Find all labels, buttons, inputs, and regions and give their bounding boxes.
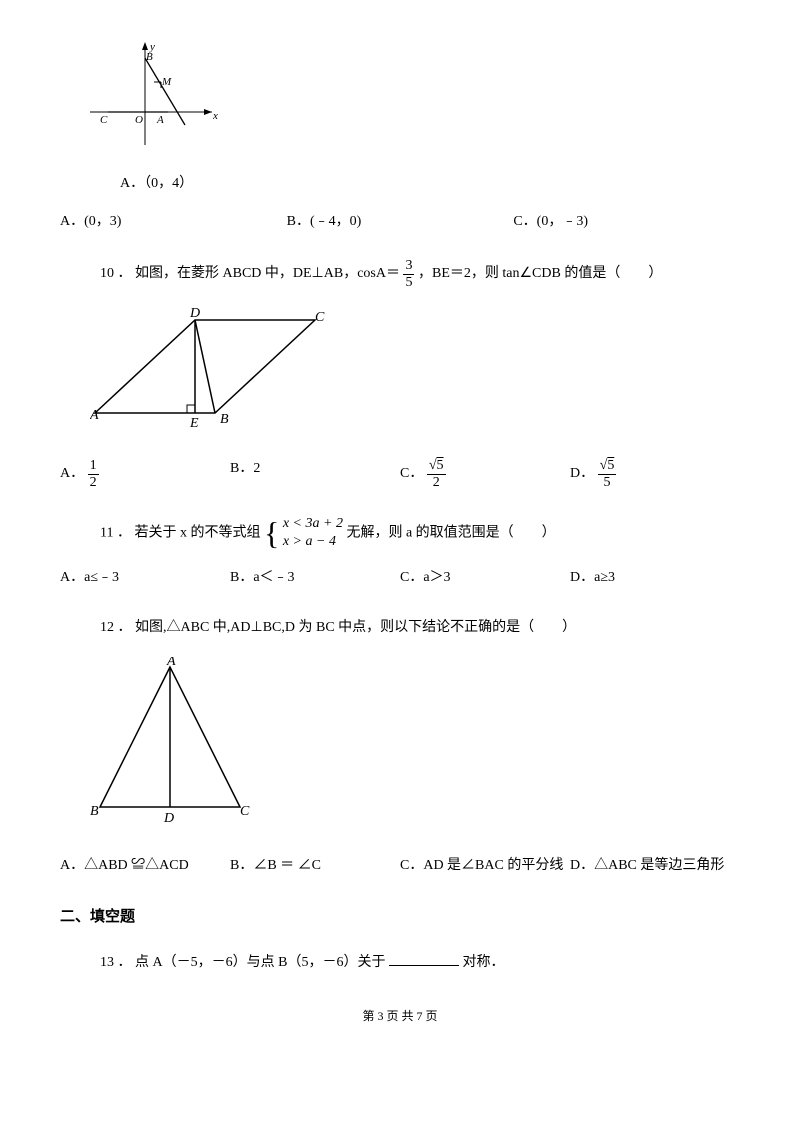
q13-after: 对称． [462,955,504,970]
q13-before: 点 A（－5，－6）与点 B（5，－6）关于 [135,955,385,970]
svg-text:B: B [90,804,99,819]
svg-text:B: B [220,412,229,427]
svg-text:D: D [189,306,200,321]
q10-choice-c: C． √5 2 [400,458,570,490]
q11-choice-a: A．a≤﹣3 [60,567,230,589]
q11-after: 无解，则 a 的取值范围是（ ） [346,526,555,541]
q10-before: 如图，在菱形 ABCD 中，DE⊥AB，cosA＝ [135,266,400,281]
brace-icon: { [264,521,279,547]
q13-number: 13 ． [100,955,132,970]
q11-choice-b: B．a＜﹣3 [230,567,400,589]
page-footer: 第 3 页 共 7 页 [60,1007,740,1026]
q11-choice-d: D．a≥3 [570,567,740,589]
q12-choice-d: D．△ABC 是等边三角形 [570,855,740,877]
q13-text: 13 ． 点 A（－5，－6）与点 B（5，－6）关于 对称． [100,949,740,977]
q11-before: 若关于 x 的不等式组 [134,526,260,541]
q9-choice-a: A．(0，3) [60,211,287,233]
q11-text: 11 ． 若关于 x 的不等式组 { x < 3a + 2 x > a − 4 … [100,515,740,551]
svg-text:O: O [135,114,143,126]
svg-text:M: M [161,76,172,88]
svg-text:C: C [240,804,250,819]
q12-choice-c: C．AD 是∠BAC 的平分线 [400,855,570,877]
q12-choice-b: B．∠B ＝ ∠C [230,855,400,877]
svg-text:C: C [315,310,325,325]
svg-text:E: E [189,416,199,430]
q12-figure: A B C D [90,657,740,835]
q9-choice-b: B．(﹣4，0) [287,211,514,233]
q9-choices-row: A．(0，3) B．(﹣4，0) C．(0，﹣3) [60,211,740,233]
svg-text:A: A [90,408,99,423]
q10-text: 10 ． 如图，在菱形 ABCD 中，DE⊥AB，cosA＝ 3 5 ，BE＝2… [100,258,740,290]
q10-choice-d: D． √5 5 [570,458,740,490]
svg-text:D: D [163,811,174,826]
q10-number: 10 ． [100,266,132,281]
q9-choice-a-upper: A．（0，4） [120,173,740,195]
q12-text: 12 ． 如图,△ABC 中,AD⊥BC,D 为 BC 中点，则以下结论不正确的… [100,614,740,642]
fill-blank [389,952,459,966]
section-2-title: 二、填空题 [60,905,740,929]
q11-choice-c: C．a＞3 [400,567,570,589]
svg-text:A: A [166,657,176,669]
svg-text:C: C [100,114,108,126]
q10-choices: A． 1 2 B．2 C． √5 2 D． √5 5 [60,458,740,490]
q11-choices: A．a≤﹣3 B．a＜﹣3 C．a＞3 D．a≥3 [60,567,740,589]
q12-body: 如图,△ABC 中,AD⊥BC,D 为 BC 中点，则以下结论不正确的是（ ） [135,620,576,635]
svg-text:x: x [212,110,218,122]
q10-choice-a: A． 1 2 [60,458,230,490]
q12-choices: A．△ABD ≌△ACD B．∠B ＝ ∠C C．AD 是∠BAC 的平分线 D… [60,855,740,889]
q11-system: x < 3a + 2 x > a − 4 [283,515,343,551]
q12-number: 12 ． [100,620,132,635]
q10-frac: 3 5 [403,258,414,290]
q10-after: ，BE＝2，则 tan∠CDB 的值是（ ） [418,266,662,281]
q9-choice-c: C．(0，﹣3) [513,211,740,233]
q10-choice-b: B．2 [230,458,400,490]
svg-text:A: A [156,114,164,126]
q10-figure: A D C B E [90,305,740,438]
q9-figure: x y O B C A M [90,40,740,158]
q12-choice-a: A．△ABD ≌△ACD [60,855,230,877]
q11-number: 11 ． [100,526,131,541]
